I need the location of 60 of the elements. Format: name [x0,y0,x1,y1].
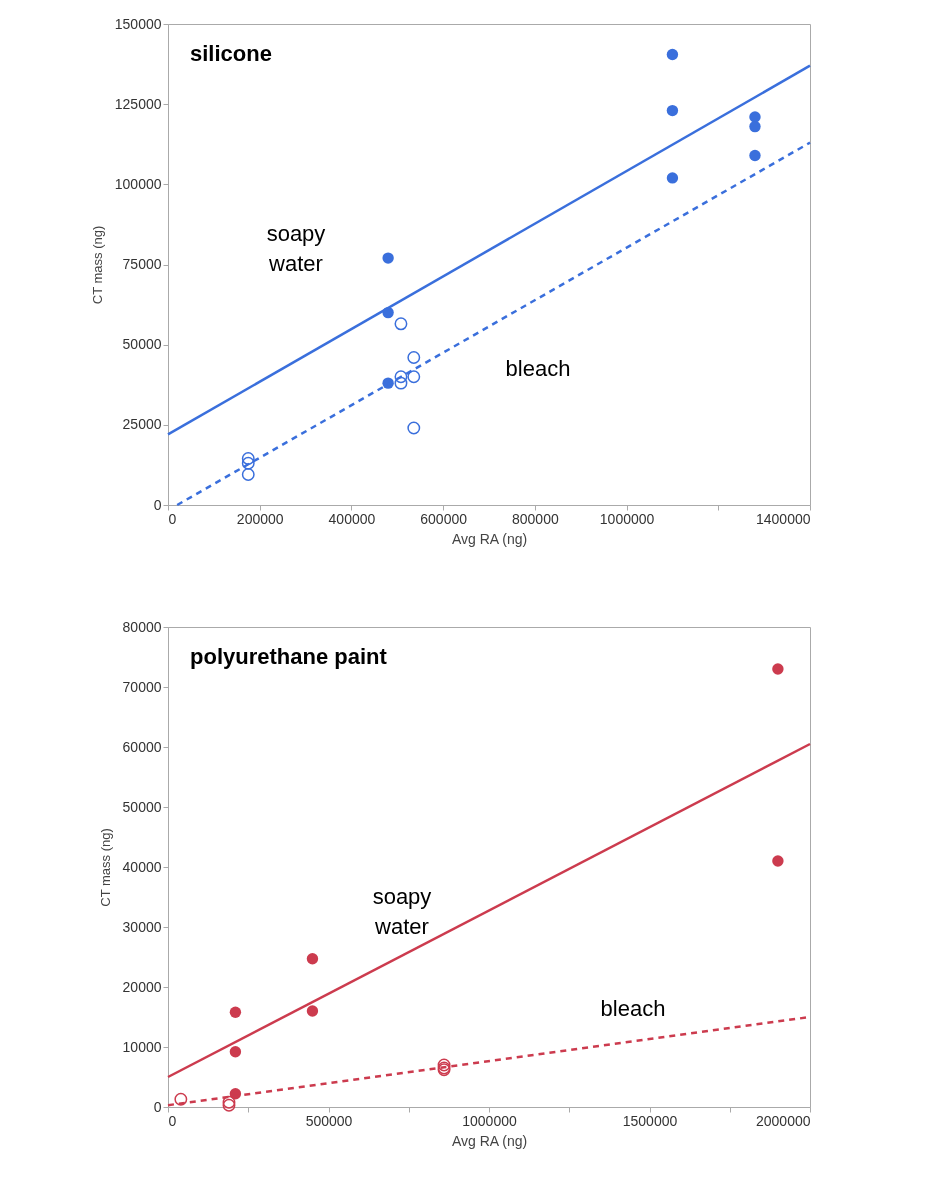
point [394,370,408,384]
point [382,252,394,264]
y-tick-label: 0 [153,496,162,513]
point [666,104,679,117]
text: silicone [190,41,272,66]
y-tick-label: 125000 [114,95,162,112]
point [241,468,255,481]
y-tick-label: 150000 [114,15,162,32]
point [749,149,761,162]
point [394,376,408,390]
x-axis-title: Avg RA (ng) [451,1132,528,1149]
x-tick-label: 0 [168,1112,177,1129]
point [407,351,421,364]
point [749,120,761,133]
point [174,1092,188,1106]
annotation: bleach [600,996,666,1021]
x-tick-label: 800000 [512,510,559,527]
y-tick-label: 70000 [122,678,162,695]
point [241,452,255,465]
x-tick-label: 1500000 [622,1112,678,1129]
y-tick-label: 50000 [122,798,162,815]
point [666,172,679,184]
point [666,48,679,61]
y-tick-label: 40000 [122,858,162,875]
point [407,421,421,435]
y-tick-label: 20000 [122,978,162,995]
point [394,317,408,331]
annotation: soapy water [266,221,326,276]
point [229,1006,242,1018]
y-tick-label: 60000 [122,738,162,755]
y-axis-title: CT mass (ng) [97,828,113,907]
y-tick-label: 100000 [114,175,162,192]
y-tick-label: 80000 [122,618,162,635]
point [772,663,784,675]
x-tick-label: 500000 [305,1112,353,1129]
x-tick-label: 600000 [420,510,468,527]
point [306,953,319,965]
x-tick-label: 1000000 [462,1112,517,1129]
annotation: bleach [505,356,571,381]
x-tick-label: 400000 [328,510,376,527]
y-tick-label: 0 [153,1098,162,1115]
annotation: soapy water [372,884,432,939]
point [407,370,421,384]
y-tick-label: 30000 [122,918,162,935]
x-tick-label: 1400000 [755,510,811,527]
y-tick-label: 10000 [122,1038,162,1055]
x-tick-label: 0 [168,510,177,527]
y-axis-title: CT mass (ng) [89,225,105,305]
x-tick-label: 1000000 [599,510,655,527]
y-tick-label: 25000 [122,416,162,433]
x-tick-label: 200000 [236,510,284,527]
y-tick-label: 50000 [122,336,162,353]
point [772,855,784,867]
point [229,1046,242,1058]
y-tick-label: 75000 [122,256,162,272]
text: polyurethane paint [190,644,388,669]
x-axis-title: Avg RA (ng) [451,530,528,547]
point [241,456,255,470]
x-tick-label: 2000000 [755,1112,811,1129]
point [306,1005,319,1017]
